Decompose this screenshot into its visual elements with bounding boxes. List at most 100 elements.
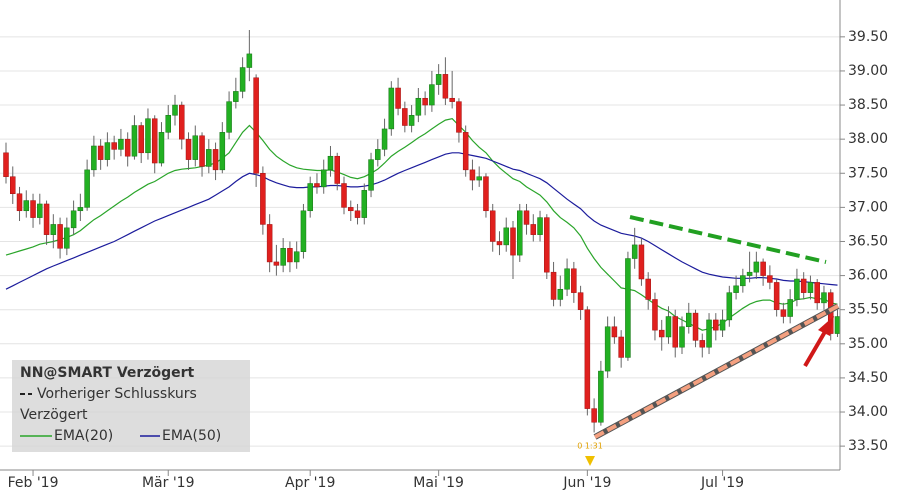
candle-body xyxy=(834,316,841,334)
candle-body xyxy=(57,224,63,249)
candle-body xyxy=(733,285,739,293)
candle-body xyxy=(320,169,327,188)
candle-body xyxy=(226,101,232,133)
y-tick-label: 38.50 xyxy=(848,97,888,113)
candle-body xyxy=(131,125,138,157)
candle-body xyxy=(557,288,564,300)
ema-line xyxy=(5,152,838,290)
candle-body xyxy=(118,138,124,150)
candle-body xyxy=(104,142,111,160)
candle-body xyxy=(253,77,259,174)
candle-body xyxy=(151,118,158,164)
legend-group: Verzögert xyxy=(20,407,88,423)
candle-body xyxy=(422,97,428,106)
candle-body xyxy=(179,104,185,140)
candle-body xyxy=(598,370,604,423)
candle-body xyxy=(334,155,340,184)
candle-body xyxy=(206,149,212,167)
candle-body xyxy=(273,261,280,266)
candle-body xyxy=(489,210,496,242)
ema-line xyxy=(5,118,838,331)
candle-body xyxy=(91,145,97,171)
candle-body xyxy=(43,203,50,235)
legend-label: Vorheriger Schlusskurs xyxy=(37,386,197,402)
legend-label: EMA(20) xyxy=(54,428,113,444)
candle-body xyxy=(672,316,678,348)
candle-body xyxy=(219,132,226,171)
candle-body xyxy=(341,183,347,208)
candle-body xyxy=(469,169,476,181)
candle-body xyxy=(496,241,503,246)
candle-body xyxy=(658,329,665,338)
y-tick-label: 37.00 xyxy=(848,199,888,215)
trend-line-resistance xyxy=(629,215,827,264)
candle-body xyxy=(37,203,43,218)
candle-body xyxy=(233,91,239,102)
y-tick-label: 38.00 xyxy=(848,131,888,147)
y-tick-label: 34.50 xyxy=(848,370,888,386)
x-tick-label: Mär '19 xyxy=(142,475,195,491)
candle-body xyxy=(408,115,415,126)
candle-body xyxy=(740,275,746,287)
candle-body xyxy=(706,319,712,348)
candle-body xyxy=(70,210,77,229)
candle-body xyxy=(300,210,307,252)
candle-body xyxy=(523,210,530,225)
candle-body xyxy=(564,268,570,290)
legend: NN@SMART Verzögert Vorheriger Schlusskur… xyxy=(12,360,250,452)
y-tick-label: 35.00 xyxy=(848,336,888,352)
candle-body xyxy=(638,244,645,280)
candle-body xyxy=(584,309,591,409)
candle-body xyxy=(287,248,293,263)
candle-body xyxy=(111,142,117,150)
candle-body xyxy=(293,251,300,263)
candle-body xyxy=(314,183,320,188)
candle-body xyxy=(767,275,773,283)
candle-body xyxy=(246,53,253,68)
candle-body xyxy=(794,278,800,300)
candle-body xyxy=(544,217,550,273)
candle-body xyxy=(368,159,374,191)
candle-body xyxy=(435,74,442,85)
candle-body xyxy=(354,210,361,218)
candle-body xyxy=(158,132,165,164)
candle-body xyxy=(456,101,462,133)
arrow-head xyxy=(818,316,834,336)
candle-body xyxy=(64,227,70,249)
candle-body xyxy=(415,97,422,116)
candle-body xyxy=(145,118,151,154)
x-tick-label: Feb '19 xyxy=(8,475,59,491)
marker xyxy=(585,456,595,466)
candle-body xyxy=(192,135,199,160)
y-tick-label: 37.50 xyxy=(848,165,888,181)
trend-line-support xyxy=(594,304,839,439)
candle-body xyxy=(30,200,36,218)
candle-body xyxy=(652,299,658,331)
candle-body xyxy=(719,319,726,331)
candle-body xyxy=(800,278,807,293)
candle-body xyxy=(631,244,638,259)
candle-body xyxy=(10,176,16,194)
candle-body xyxy=(50,224,57,235)
candle-body xyxy=(753,261,760,273)
candle-body xyxy=(503,227,509,246)
candle-body xyxy=(429,84,435,106)
candle-body xyxy=(375,149,381,160)
candle-body xyxy=(124,138,131,157)
candle-body xyxy=(780,309,787,317)
candle-body xyxy=(746,271,753,276)
candle-body xyxy=(821,292,827,304)
candle-body xyxy=(713,319,719,331)
candle-body xyxy=(571,268,577,293)
legend-title: NN@SMART Verzögert xyxy=(20,365,195,381)
arrow-shaft xyxy=(803,328,828,368)
candle-body xyxy=(3,152,9,177)
candle-body xyxy=(388,87,395,130)
candle-body xyxy=(604,326,611,372)
x-tick-label: Jun '19 xyxy=(562,475,611,491)
candle-body xyxy=(517,210,523,256)
candle-body xyxy=(760,261,766,276)
candle-body xyxy=(199,135,205,167)
marker-label: 0 1:31 xyxy=(577,442,603,451)
candle-body xyxy=(77,207,84,212)
